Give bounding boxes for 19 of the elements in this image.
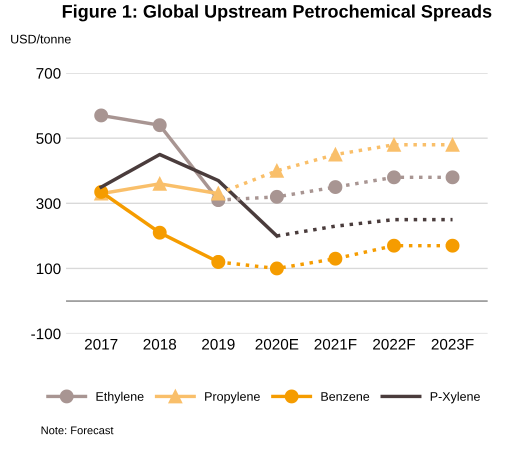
x-tick-label: 2019 xyxy=(202,338,235,350)
x-tick-label: 2021F xyxy=(314,338,356,350)
legend-label: P-Xylene xyxy=(430,392,480,404)
y-tick-label: 100 xyxy=(36,263,61,274)
x-tick-label: 2023F xyxy=(432,338,474,350)
legend-label: Propylene xyxy=(205,392,260,404)
legend-label: Ethylene xyxy=(96,392,144,404)
y-tick-label: 300 xyxy=(36,198,61,210)
y-tick-label: 700 xyxy=(36,68,61,79)
x-tick-label: 2020E xyxy=(256,338,298,350)
x-tick-label: 2022F xyxy=(373,338,416,350)
text: Note: Forecast xyxy=(42,426,114,434)
y-axis-title: USD/tonne xyxy=(11,34,71,44)
legend-label: Benzene xyxy=(321,392,370,401)
x-tick-label: 2018 xyxy=(144,338,176,350)
y-tick-label: 500 xyxy=(36,133,61,144)
y-tick-label: -100 xyxy=(31,328,61,340)
chart-title: Figure 1: Global Upstream Petrochemical Spreads xyxy=(62,4,492,22)
x-tick-label: 2017 xyxy=(84,338,118,350)
